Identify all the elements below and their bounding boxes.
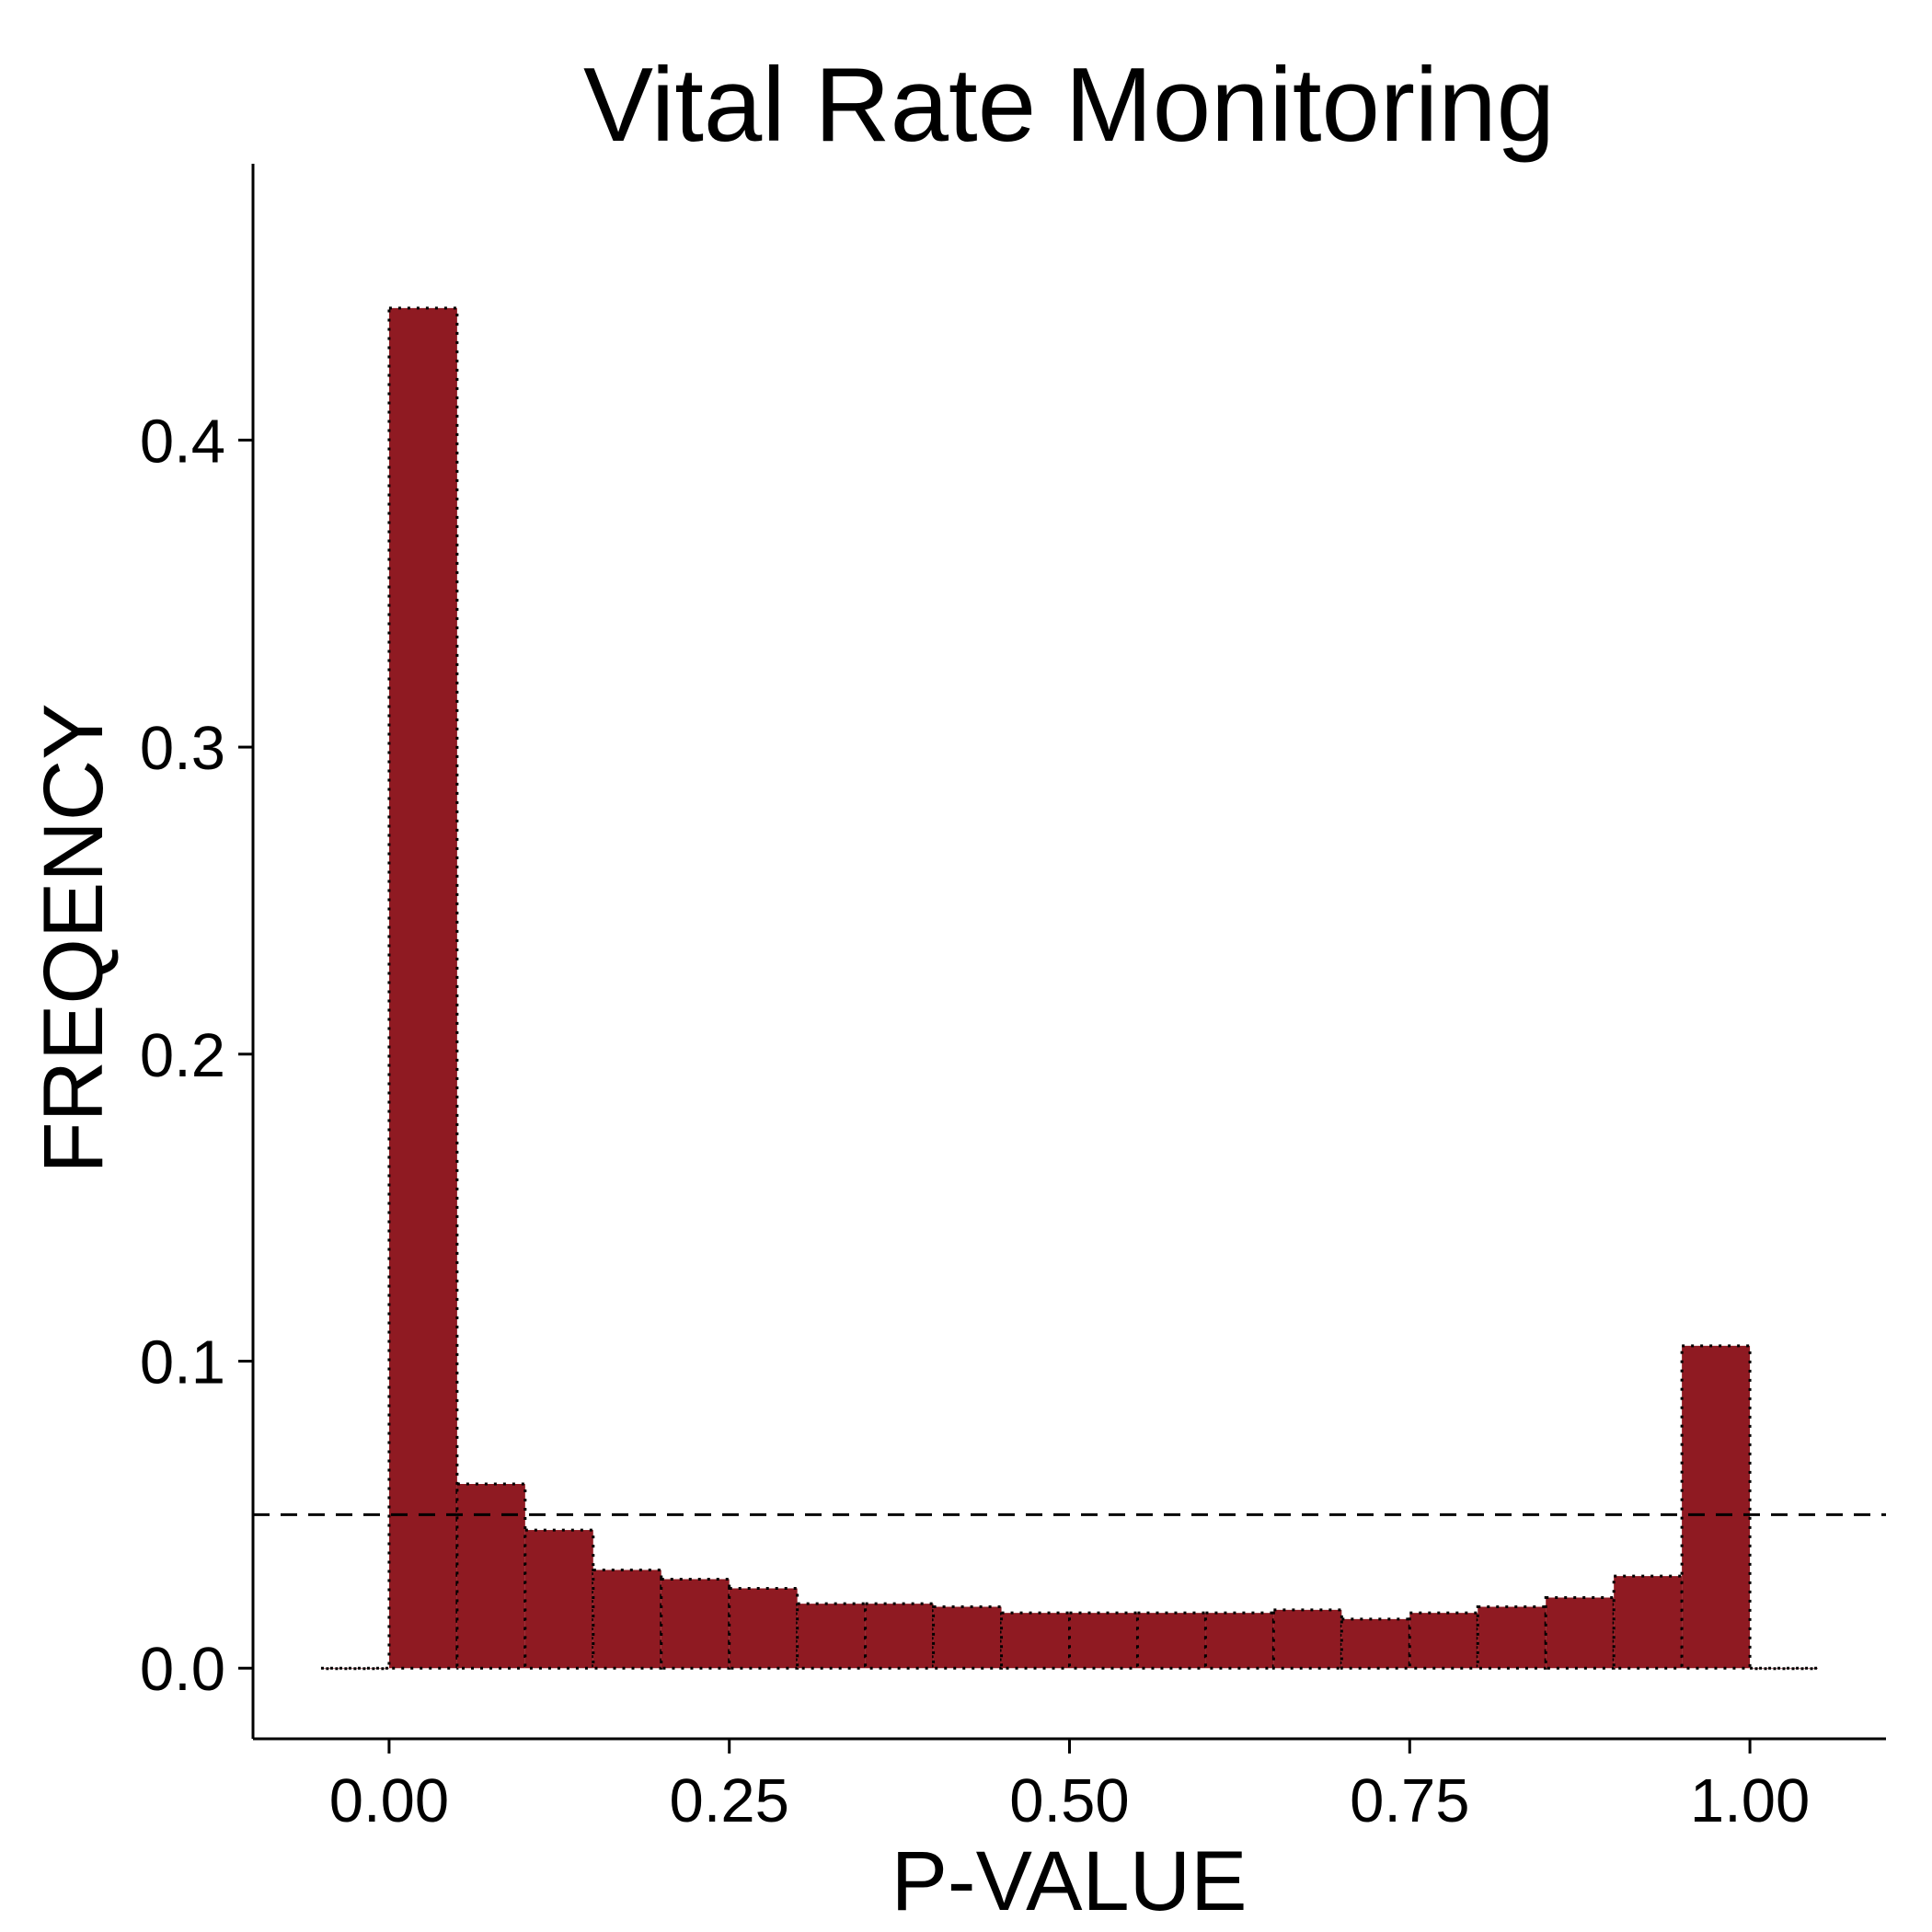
y-tick-label: 0.3 <box>140 714 225 783</box>
y-tick-label: 0.4 <box>140 407 225 476</box>
histogram-bar <box>1068 1611 1139 1670</box>
histogram-bar <box>796 1602 868 1670</box>
histogram-bar <box>1408 1611 1479 1670</box>
histogram-bar <box>592 1568 663 1670</box>
chart-title: Vital Rate Monitoring <box>583 47 1555 164</box>
axes-layer: 0.0 0.1 0.2 0.3 0.4 0.00 0.25 0.50 0.75 1.00 <box>140 164 1886 1835</box>
histogram-bar <box>455 1482 527 1670</box>
histogram-bar <box>1680 1344 1752 1670</box>
histogram-bar <box>523 1528 595 1670</box>
histogram-bar <box>728 1586 799 1670</box>
x-tick-label: 0.75 <box>1350 1766 1469 1835</box>
y-axis-title: FREQENCY <box>27 703 121 1173</box>
x-tick-label: 0.50 <box>1009 1766 1129 1835</box>
y-tick-label: 0.2 <box>140 1021 225 1090</box>
x-tick-label: 0.25 <box>670 1766 789 1835</box>
histogram-bar <box>1135 1611 1207 1670</box>
histogram-bar <box>1203 1611 1275 1670</box>
histogram-bar <box>932 1604 1004 1670</box>
histogram-bar <box>1340 1617 1411 1670</box>
histogram-bar <box>1612 1574 1684 1670</box>
histogram-bar <box>1000 1611 1071 1670</box>
x-tick-label: 0.00 <box>329 1766 449 1835</box>
histogram-bar <box>1544 1595 1616 1670</box>
histogram-bar <box>864 1602 936 1670</box>
bars-layer <box>319 306 1820 1671</box>
histogram-bar <box>1476 1604 1547 1670</box>
y-tick-label: 0.0 <box>140 1635 225 1704</box>
histogram-bar <box>387 306 459 1670</box>
histogram-bar <box>660 1577 731 1670</box>
x-axis-title: P-VALUE <box>891 1834 1248 1928</box>
histogram-bar <box>1748 1666 1820 1671</box>
histogram-bar <box>1271 1608 1343 1670</box>
x-tick-label: 1.00 <box>1690 1766 1810 1835</box>
y-tick-label: 0.1 <box>140 1328 225 1397</box>
histogram-bar <box>319 1666 391 1671</box>
